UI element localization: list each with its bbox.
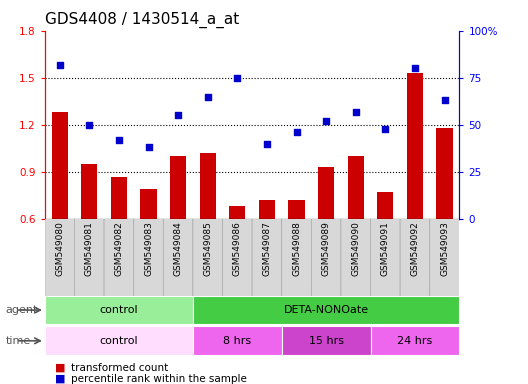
FancyBboxPatch shape <box>430 218 459 296</box>
Text: 8 hrs: 8 hrs <box>223 336 251 346</box>
Bar <box>407 73 423 219</box>
FancyBboxPatch shape <box>104 218 134 296</box>
Bar <box>52 112 68 219</box>
FancyBboxPatch shape <box>282 218 312 296</box>
Text: percentile rank within the sample: percentile rank within the sample <box>71 374 247 384</box>
Bar <box>437 128 452 219</box>
Text: GSM549090: GSM549090 <box>351 221 360 276</box>
FancyBboxPatch shape <box>74 218 104 296</box>
Point <box>233 74 241 81</box>
Bar <box>193 326 282 355</box>
Bar <box>200 153 216 219</box>
Point <box>85 122 93 128</box>
Bar <box>170 156 186 219</box>
Bar <box>377 192 393 219</box>
Bar <box>193 296 459 324</box>
Text: GSM549080: GSM549080 <box>55 221 64 276</box>
Text: GSM549083: GSM549083 <box>144 221 153 276</box>
Text: GSM549092: GSM549092 <box>410 221 419 276</box>
Text: GDS4408 / 1430514_a_at: GDS4408 / 1430514_a_at <box>45 12 239 28</box>
Point <box>55 61 64 68</box>
Text: control: control <box>100 336 138 346</box>
Point <box>411 65 419 71</box>
FancyBboxPatch shape <box>371 218 400 296</box>
Text: GSM549087: GSM549087 <box>262 221 271 276</box>
Text: control: control <box>100 305 138 315</box>
Bar <box>140 189 157 219</box>
Text: time: time <box>5 336 31 346</box>
Bar <box>288 200 305 219</box>
Text: transformed count: transformed count <box>71 363 168 373</box>
FancyBboxPatch shape <box>163 218 193 296</box>
Point <box>203 93 212 99</box>
Point <box>352 109 360 115</box>
Point <box>115 137 123 143</box>
FancyBboxPatch shape <box>341 218 371 296</box>
Text: agent: agent <box>5 305 37 315</box>
Text: GSM549091: GSM549091 <box>381 221 390 276</box>
Point <box>381 126 390 132</box>
FancyBboxPatch shape <box>193 218 222 296</box>
Bar <box>282 326 371 355</box>
Bar <box>371 326 459 355</box>
Bar <box>45 296 193 324</box>
Point <box>144 144 153 151</box>
Text: GSM549088: GSM549088 <box>292 221 301 276</box>
Bar <box>347 156 364 219</box>
Text: ■: ■ <box>55 374 66 384</box>
Text: GSM549086: GSM549086 <box>233 221 242 276</box>
FancyBboxPatch shape <box>400 218 430 296</box>
Bar <box>45 326 193 355</box>
Text: 24 hrs: 24 hrs <box>398 336 432 346</box>
Text: GSM549081: GSM549081 <box>85 221 94 276</box>
FancyBboxPatch shape <box>312 218 341 296</box>
Bar <box>318 167 334 219</box>
Text: GSM549085: GSM549085 <box>203 221 212 276</box>
Point <box>293 129 301 136</box>
Point <box>174 112 182 118</box>
Point <box>263 141 271 147</box>
Text: 15 hrs: 15 hrs <box>309 336 344 346</box>
FancyBboxPatch shape <box>45 218 74 296</box>
Point <box>440 97 449 103</box>
Bar <box>259 200 275 219</box>
Bar <box>81 164 98 219</box>
FancyBboxPatch shape <box>222 218 252 296</box>
FancyBboxPatch shape <box>134 218 163 296</box>
Text: GSM549093: GSM549093 <box>440 221 449 276</box>
Bar <box>111 177 127 219</box>
Text: DETA-NONOate: DETA-NONOate <box>284 305 369 315</box>
Text: GSM549082: GSM549082 <box>115 221 124 276</box>
Text: GSM549084: GSM549084 <box>174 221 183 276</box>
FancyBboxPatch shape <box>252 218 282 296</box>
Point <box>322 118 331 124</box>
Bar <box>229 206 246 219</box>
Text: ■: ■ <box>55 363 66 373</box>
Text: GSM549089: GSM549089 <box>322 221 331 276</box>
